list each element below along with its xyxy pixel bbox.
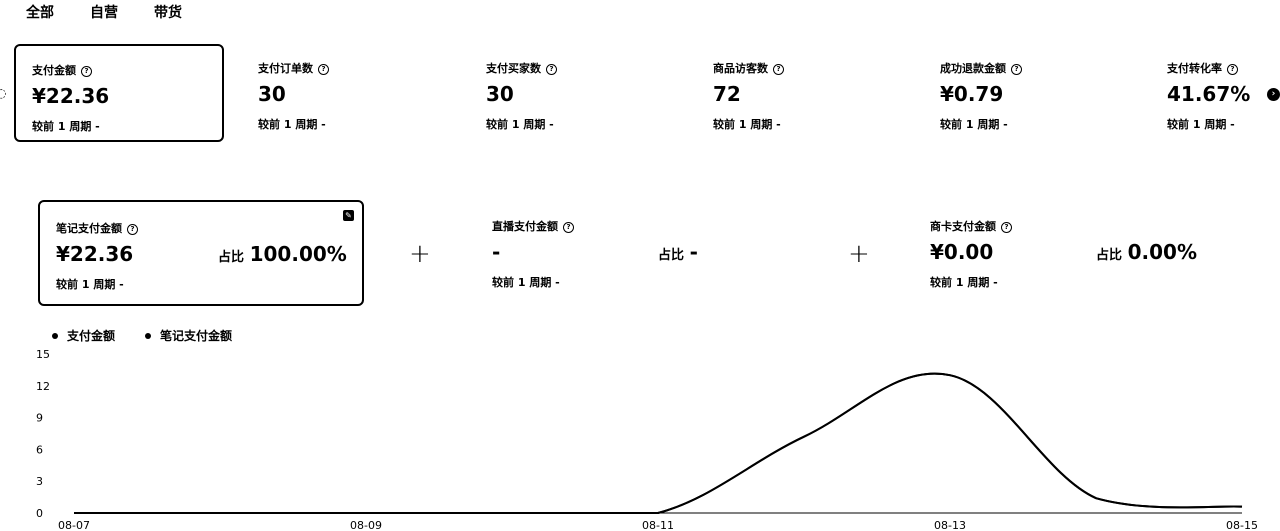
channel-card-live-payment[interactable]: 直播支付金额? - 占比 - 较前 1 周期 - xyxy=(478,200,808,306)
share-value: - xyxy=(689,240,698,264)
channel-compare: 较前 1 周期 - xyxy=(492,276,560,289)
metric-title: 支付金额? xyxy=(32,62,92,78)
metric-compare: 较前 1 周期 - xyxy=(713,118,781,131)
plus-icon: + xyxy=(848,239,870,269)
metric-value: ¥22.36 xyxy=(32,84,110,108)
legend-label: 笔记支付金额 xyxy=(160,329,233,343)
y-tick-label: 6 xyxy=(36,443,43,456)
channel-card-product-card-payment[interactable]: 商卡支付金额? ¥0.00 占比 0.00% 较前 1 周期 - xyxy=(916,200,1246,306)
tab-self-operated[interactable]: 自营 xyxy=(90,5,118,21)
metric-value: 30 xyxy=(486,82,514,106)
metric-title: 商品访客数? xyxy=(713,60,784,76)
share-value: 100.00% xyxy=(249,242,347,266)
y-tick-label: 12 xyxy=(36,380,50,393)
legend-dot-icon xyxy=(145,332,152,339)
help-icon[interactable]: ? xyxy=(81,66,92,77)
help-icon[interactable]: ? xyxy=(1011,64,1022,75)
x-tick-label: 08-15 xyxy=(1226,519,1258,531)
metric-compare: 较前 1 周期 - xyxy=(940,118,1008,131)
metric-card-buyer-count[interactable]: 支付买家数? 30 较前 1 周期 - xyxy=(486,44,696,142)
metric-card-conversion-rate[interactable]: 支付转化率? 41.67% 较前 1 周期 - xyxy=(1167,44,1262,142)
series-line-1 xyxy=(74,372,1243,514)
help-icon[interactable]: ? xyxy=(318,64,329,75)
series-line-0 xyxy=(74,372,1243,514)
prev-arrow-icon[interactable]: ◌ xyxy=(0,86,7,100)
metric-card-payment-amount[interactable]: 支付金额? ¥22.36 较前 1 周期 - xyxy=(14,44,224,142)
help-icon[interactable]: ? xyxy=(773,64,784,75)
y-tick-label: 15 xyxy=(36,348,50,361)
metric-compare: 较前 1 周期 - xyxy=(1167,118,1235,131)
metric-title: 支付订单数? xyxy=(258,60,329,76)
help-icon[interactable]: ? xyxy=(127,224,138,235)
channel-title: 直播支付金额? xyxy=(492,218,574,234)
plus-icon: + xyxy=(409,239,431,269)
metric-title: 支付买家数? xyxy=(486,60,557,76)
channel-value: - xyxy=(492,240,501,264)
next-arrow-icon[interactable]: › xyxy=(1267,88,1280,101)
edit-icon[interactable]: ✎ xyxy=(343,210,354,221)
channel-share: 占比 - xyxy=(658,240,698,264)
metric-card-refund-amount[interactable]: 成功退款金额? ¥0.79 较前 1 周期 - xyxy=(940,44,1150,142)
share-value: 0.00% xyxy=(1127,240,1197,264)
share-label: 占比 xyxy=(658,248,685,263)
legend-dot-icon xyxy=(52,332,58,339)
share-label: 占比 xyxy=(1096,248,1123,263)
share-label: 占比 xyxy=(218,250,245,265)
channel-value: ¥0.00 xyxy=(930,240,994,264)
metric-value: 30 xyxy=(258,82,286,106)
tab-all[interactable]: 全部 xyxy=(26,5,54,21)
help-icon[interactable]: ? xyxy=(563,222,574,233)
metric-title: 成功退款金额? xyxy=(940,60,1022,76)
chart-legend: 支付金额 笔记支付金额 xyxy=(52,327,232,344)
help-icon[interactable]: ? xyxy=(546,64,557,75)
x-tick-label: 08-07 xyxy=(58,519,90,531)
y-tick-label: 0 xyxy=(36,507,43,520)
y-tick-label: 9 xyxy=(36,412,43,425)
channel-compare: 较前 1 周期 - xyxy=(930,276,998,289)
metric-value: 41.67% xyxy=(1167,82,1251,106)
help-icon[interactable]: ? xyxy=(1001,222,1012,233)
legend-item-note-payment-amount[interactable]: 笔记支付金额 xyxy=(145,327,232,344)
channel-card-note-payment[interactable]: 笔记支付金额? ¥22.36 占比 100.00% 较前 1 周期 - ✎ xyxy=(38,200,364,306)
channel-compare: 较前 1 周期 - xyxy=(56,278,124,291)
x-tick-label: 08-13 xyxy=(934,519,966,531)
metric-card-order-count[interactable]: 支付订单数? 30 较前 1 周期 - xyxy=(258,44,468,142)
x-tick-label: 08-09 xyxy=(350,519,382,531)
metric-value: ¥0.79 xyxy=(940,82,1004,106)
metric-row: ◌ 支付金额? ¥22.36 较前 1 周期 - 支付订单数? 30 较前 1 … xyxy=(0,44,1280,146)
metric-compare: 较前 1 周期 - xyxy=(486,118,554,131)
metric-value: 72 xyxy=(713,82,741,106)
tab-affiliate[interactable]: 带货 xyxy=(154,5,182,21)
y-tick-label: 3 xyxy=(36,475,43,488)
payment-trend-chart: 0 3 6 9 12 15 08-07 08-09 08-11 08-13 08-15 xyxy=(36,348,1258,531)
metric-title: 支付转化率? xyxy=(1167,60,1238,76)
channel-title: 商卡支付金额? xyxy=(930,218,1012,234)
metric-compare: 较前 1 周期 - xyxy=(258,118,326,131)
help-icon[interactable]: ? xyxy=(1227,64,1238,75)
legend-item-payment-amount[interactable]: 支付金额 xyxy=(52,327,115,344)
channel-share: 占比 100.00% xyxy=(218,242,347,266)
metric-card-product-visitors[interactable]: 商品访客数? 72 较前 1 周期 - xyxy=(713,44,923,142)
x-tick-label: 08-11 xyxy=(642,519,674,531)
channel-share: 占比 0.00% xyxy=(1096,240,1197,264)
channel-value: ¥22.36 xyxy=(56,242,134,266)
legend-label: 支付金额 xyxy=(67,329,116,343)
metric-compare: 较前 1 周期 - xyxy=(32,120,100,133)
channel-title: 笔记支付金额? xyxy=(56,220,138,236)
channel-tabs: 全部 自营 带货 xyxy=(26,2,182,22)
